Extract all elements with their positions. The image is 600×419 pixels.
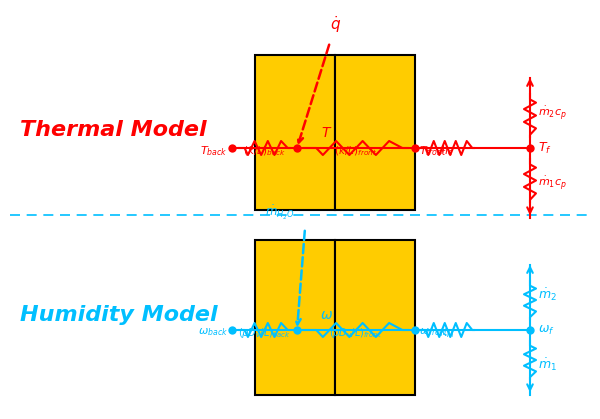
Text: $\omega_{back}$: $\omega_{back}$: [198, 326, 228, 338]
Text: $T_f$: $T_f$: [538, 140, 552, 155]
Text: $T_{back}$: $T_{back}$: [200, 144, 228, 158]
Text: $\omega_{front}$: $\omega_{front}$: [419, 326, 449, 338]
Bar: [335, 55, 415, 210]
Text: $h_c$: $h_c$: [440, 144, 454, 158]
Text: $(\rho D_v/L)_{front}$: $(\rho D_v/L)_{front}$: [329, 326, 383, 340]
Text: $(k/L)_{front}$: $(k/L)_{front}$: [334, 145, 377, 158]
Text: $K_M$: $K_M$: [439, 326, 455, 340]
Bar: [255, 240, 335, 395]
Text: $\omega$: $\omega$: [320, 308, 334, 322]
Text: $(\rho D_v/L)_{back}$: $(\rho D_v/L)_{back}$: [238, 326, 290, 340]
Text: $\dot{m}_1c_p$: $\dot{m}_1c_p$: [538, 174, 567, 192]
Text: Humidity Model: Humidity Model: [20, 305, 218, 325]
Text: $\dot{m}_{H_2O}$: $\dot{m}_{H_2O}$: [265, 204, 295, 222]
Text: $\dot{m}_2$: $\dot{m}_2$: [538, 287, 557, 303]
Text: $\dot{q}$: $\dot{q}$: [331, 14, 341, 35]
Text: $\omega_f$: $\omega_f$: [538, 323, 554, 336]
Bar: [335, 240, 415, 395]
Bar: [255, 55, 335, 210]
Text: $T_{front}$: $T_{front}$: [419, 144, 447, 158]
Text: $(k/L)_{back}$: $(k/L)_{back}$: [242, 145, 286, 158]
Text: $T$: $T$: [322, 126, 332, 140]
Text: Thermal Model: Thermal Model: [20, 120, 206, 140]
Text: $\dot{m}_1$: $\dot{m}_1$: [538, 357, 557, 373]
Text: $\dot{m}_2c_p$: $\dot{m}_2c_p$: [538, 104, 567, 122]
